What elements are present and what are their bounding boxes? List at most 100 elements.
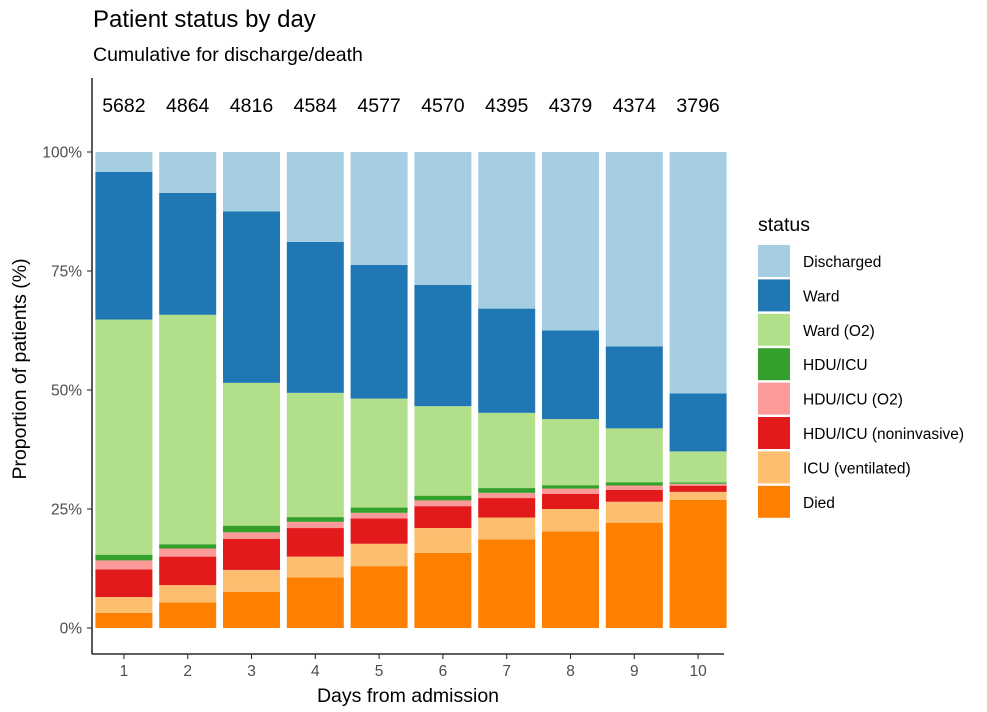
legend: Discharged Ward Ward (O2) HDU/ICU HDU/ICU (O…	[758, 245, 964, 518]
y-axis-ticks: 0% 25% 50% 75% 100%	[42, 145, 92, 638]
x-axis-label: Days from admission	[317, 685, 499, 707]
bar-segment	[286, 528, 344, 557]
x-tick-label: 3	[247, 663, 256, 680]
bar-segment	[350, 152, 408, 265]
legend-swatch	[758, 451, 790, 484]
bar-segment	[159, 544, 217, 549]
bar-segment	[605, 428, 663, 483]
bar-segment	[542, 509, 599, 532]
bar-segment	[542, 152, 599, 331]
bar-segment	[95, 171, 153, 320]
x-tick-label: 1	[120, 663, 129, 680]
bar-count-label: 5682	[102, 95, 145, 117]
x-tick-label: 2	[183, 663, 192, 680]
bar-segment	[286, 517, 344, 522]
bar-segment	[414, 506, 472, 529]
legend-label: Ward (O2)	[803, 323, 875, 340]
bar-segment	[605, 522, 663, 628]
bar-segment	[223, 532, 280, 539]
y-tick-label: 0%	[60, 621, 83, 638]
legend-swatch	[758, 382, 790, 415]
count-labels: 5682 4864 4816 4584 4577 4570 4395 4379 4374 3796	[102, 95, 720, 117]
legend-label: Ward	[803, 288, 839, 305]
bar-count-label: 4374	[613, 95, 657, 117]
bar-segment	[542, 531, 599, 628]
bar-segment	[542, 419, 599, 486]
bar-segment	[95, 597, 153, 613]
bar-segment	[605, 346, 663, 429]
bar-segment	[669, 483, 727, 486]
x-tick-label: 9	[630, 663, 639, 680]
bar-segment	[478, 517, 536, 540]
bar-segment	[414, 284, 472, 407]
bar-segment	[414, 152, 472, 285]
bar-segment	[350, 512, 408, 519]
bar-segment	[95, 319, 153, 555]
bar-segment	[350, 507, 408, 513]
chart-title: Patient status by day	[93, 6, 316, 33]
y-tick-label: 50%	[51, 383, 82, 400]
x-tick-label: 5	[375, 663, 384, 680]
bar-segment	[95, 569, 153, 598]
bar-segment	[414, 406, 472, 496]
bar-segment	[159, 152, 217, 193]
bar-segment	[286, 152, 344, 242]
bar-segment	[478, 308, 536, 413]
bar-segment	[605, 482, 663, 486]
bar-segment	[286, 577, 344, 628]
legend-title: status	[758, 214, 810, 236]
bar-count-label: 4570	[421, 95, 465, 117]
legend-swatch	[758, 313, 790, 346]
bars-layer	[95, 152, 727, 628]
bar-count-label: 4577	[357, 95, 400, 117]
y-tick-label: 75%	[51, 264, 82, 281]
bar-segment	[350, 264, 408, 399]
bar-segment	[223, 152, 280, 212]
bar-segment	[669, 393, 727, 452]
legend-label: Discharged	[803, 254, 881, 271]
bar-segment	[669, 152, 727, 394]
bar-segment	[478, 492, 536, 499]
bar-segment	[350, 566, 408, 628]
bar-segment	[478, 152, 536, 309]
bar-segment	[542, 493, 599, 509]
bar-segment	[605, 501, 663, 523]
bar-segment	[159, 585, 217, 603]
bar-segment	[478, 539, 536, 628]
bar-segment	[223, 525, 280, 533]
legend-swatch	[758, 417, 790, 449]
x-tick-label: 7	[502, 663, 511, 680]
bar-segment	[350, 518, 408, 544]
legend-swatch	[758, 279, 790, 312]
x-tick-label: 10	[689, 663, 707, 680]
bar-segment	[95, 152, 153, 172]
bar-segment	[286, 241, 344, 393]
bar-count-label: 4379	[549, 95, 592, 117]
bar-segment	[286, 521, 344, 529]
bar-segment	[350, 398, 408, 508]
legend-label: ICU (ventilated)	[803, 460, 911, 477]
bar-count-label: 4584	[294, 95, 338, 117]
bar-segment	[414, 528, 472, 553]
bar-segment	[159, 556, 217, 586]
bar-segment	[286, 556, 344, 578]
legend-label: Died	[803, 495, 835, 512]
y-tick-label: 25%	[51, 502, 82, 519]
bar-segment	[542, 330, 599, 420]
bar-count-label: 4395	[485, 95, 529, 117]
bar-segment	[95, 554, 153, 561]
x-axis-ticks: 1 2 3 4 5 6 7 8 9 10	[120, 654, 707, 680]
x-tick-label: 6	[439, 663, 448, 680]
y-axis-label: Proportion of patients (%)	[9, 258, 31, 479]
legend-swatch	[758, 348, 790, 381]
bar-segment	[95, 612, 153, 628]
bar-segment	[159, 602, 217, 628]
bar-count-label: 4864	[166, 95, 210, 117]
legend-label: HDU/ICU	[803, 357, 868, 374]
chart-subtitle: Cumulative for discharge/death	[93, 44, 363, 66]
bar-segment	[95, 560, 153, 570]
bar-segment	[286, 392, 344, 518]
legend-swatch	[758, 485, 790, 518]
bar-segment	[414, 495, 472, 501]
